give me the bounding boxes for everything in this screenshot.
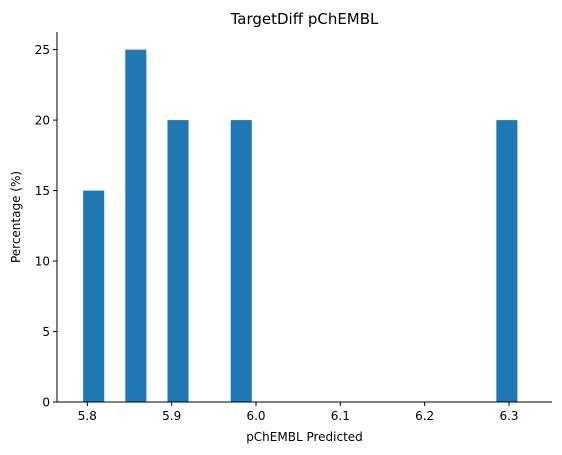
bar-4 xyxy=(496,120,518,402)
y-tick-label: 5 xyxy=(42,325,50,339)
y-ticks-group: 0 5 10 15 20 25 xyxy=(35,43,57,410)
bars-group xyxy=(83,49,518,402)
x-ticks-group: 5.8 5.9 6.0 6.1 6.2 6.3 xyxy=(78,402,519,423)
y-tick-label: 10 xyxy=(35,255,50,269)
bar-3 xyxy=(230,120,252,402)
y-axis-title: Percentage (%) xyxy=(9,171,23,263)
x-tick-label: 6.3 xyxy=(499,409,518,423)
y-tick-label: 20 xyxy=(35,114,50,128)
bar-2 xyxy=(167,120,189,402)
bar-1 xyxy=(125,49,147,402)
x-tick-label: 6.2 xyxy=(415,409,434,423)
y-tick-label: 0 xyxy=(42,396,50,410)
x-axis-title: pChEMBL Predicted xyxy=(246,430,363,444)
chart-title: TargetDiff pChEMBL xyxy=(230,10,379,28)
y-tick-label: 25 xyxy=(35,43,50,57)
x-tick-label: 6.1 xyxy=(331,409,350,423)
x-tick-label: 5.8 xyxy=(78,409,97,423)
x-tick-label: 6.0 xyxy=(246,409,265,423)
bar-0 xyxy=(83,190,105,402)
x-tick-label: 5.9 xyxy=(162,409,181,423)
y-tick-label: 15 xyxy=(35,184,50,198)
